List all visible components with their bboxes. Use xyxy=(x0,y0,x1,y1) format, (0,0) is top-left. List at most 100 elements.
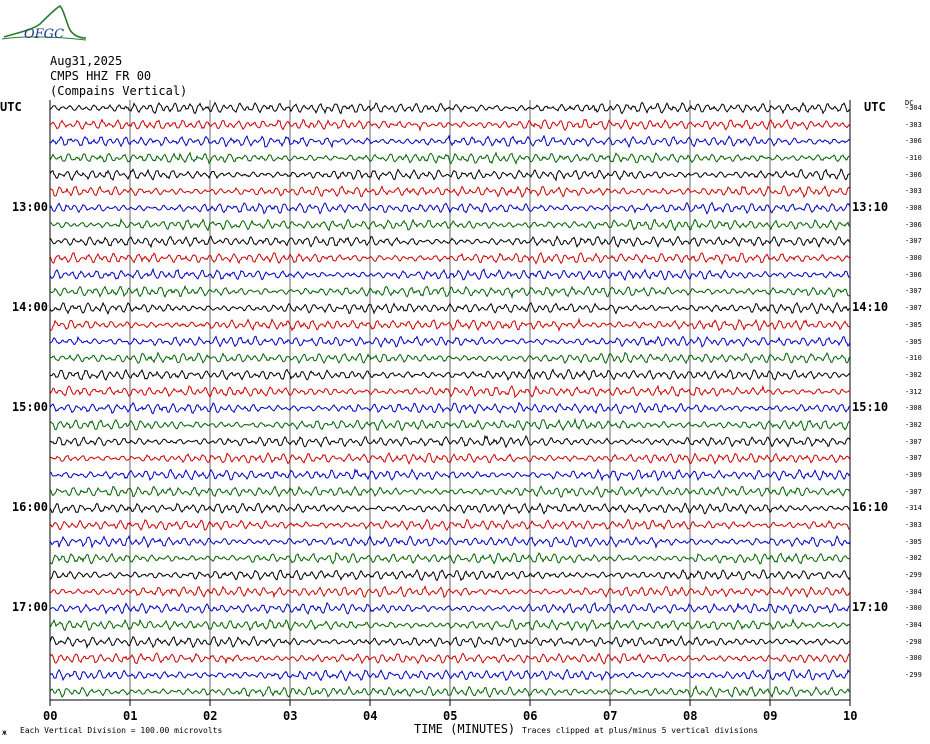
seismic-trace xyxy=(49,168,851,182)
seismic-trace xyxy=(49,235,851,249)
seismic-trace xyxy=(49,368,851,381)
dc-offset-label: -305 xyxy=(905,337,922,346)
dc-offset-label: -304 xyxy=(905,621,922,630)
seismic-trace xyxy=(49,551,851,565)
seismic-trace xyxy=(49,252,851,266)
dc-offset-label: -308 xyxy=(905,404,922,413)
dc-offset-label: -310 xyxy=(905,354,922,363)
dc-offset-label: -300 xyxy=(905,254,922,263)
seismic-trace xyxy=(49,568,851,582)
x-tick-label: 02 xyxy=(203,709,218,723)
dc-header: DC xyxy=(905,99,914,107)
dc-offset-label: -308 xyxy=(905,204,922,213)
seismic-trace xyxy=(49,267,851,281)
seismic-trace xyxy=(49,485,851,498)
dc-offset-label: -314 xyxy=(905,504,922,513)
dc-offset-label: -312 xyxy=(905,387,922,396)
dc-offset-label: -306 xyxy=(905,137,922,146)
left-time-label: 13:00 xyxy=(11,200,48,215)
seismic-trace xyxy=(49,217,851,232)
clip-note: Traces clipped at plus/minus 5 vertical … xyxy=(522,726,759,735)
dc-offset-label: -307 xyxy=(905,237,922,246)
seismic-trace xyxy=(49,151,851,165)
seismic-trace xyxy=(49,184,851,199)
utc-left-label: UTC xyxy=(0,100,22,114)
seismic-trace xyxy=(49,467,851,482)
left-time-label: 17:00 xyxy=(11,600,48,615)
ofgc-logo xyxy=(1,5,87,41)
x-tick-label: 07 xyxy=(603,709,618,723)
seismic-trace xyxy=(49,451,851,465)
dc-offset-label: -302 xyxy=(905,420,922,429)
seismic-trace xyxy=(49,652,851,665)
seismic-trace xyxy=(49,401,851,415)
seismic-trace xyxy=(49,584,851,599)
x-tick-label: 06 xyxy=(523,709,538,723)
seismic-trace xyxy=(49,635,851,650)
dc-offset-label: -305 xyxy=(905,320,922,329)
vertical-division-note: Each Vertical Division = 100.00 microvol… xyxy=(20,726,223,735)
right-time-label: 13:10 xyxy=(852,200,889,215)
x-tick-label: 09 xyxy=(763,709,778,723)
seismic-trace xyxy=(49,601,851,615)
seismic-traces xyxy=(49,101,851,699)
seismic-trace xyxy=(49,502,851,516)
dc-offset-label: -302 xyxy=(905,554,922,563)
dc-offset-label: -306 xyxy=(905,220,922,229)
seismic-trace xyxy=(49,534,851,550)
dc-offset-label: -298 xyxy=(905,637,922,646)
seismic-trace xyxy=(49,434,851,449)
dc-offset-label: -304 xyxy=(905,587,922,596)
header-location: (Compains Vertical) xyxy=(50,84,188,98)
x-tick-label: 05 xyxy=(443,709,458,723)
dc-offset-label: -299 xyxy=(905,671,922,680)
dc-offset-label: -310 xyxy=(905,154,922,163)
seismic-trace xyxy=(49,384,851,399)
utc-right-label: UTC xyxy=(864,100,886,114)
seismic-trace xyxy=(49,201,851,215)
right-time-label: 17:10 xyxy=(852,600,889,615)
x-tick-label: 01 xyxy=(123,709,138,723)
dc-offset-label: -307 xyxy=(905,454,922,463)
left-time-label: 16:00 xyxy=(11,500,48,515)
x-tick-label: 04 xyxy=(363,709,378,723)
seismic-trace xyxy=(49,134,851,149)
dc-offset-label: -305 xyxy=(905,537,922,546)
dc-offset-label: -307 xyxy=(905,437,922,446)
x-axis-ticks xyxy=(49,700,851,706)
seismic-trace xyxy=(49,684,851,699)
dc-offset-label: -300 xyxy=(905,654,922,663)
dc-offset-label: -303 xyxy=(905,187,922,196)
dc-offset-label: -303 xyxy=(905,120,922,129)
header-date: Aug31,2025 xyxy=(50,54,123,68)
dc-offset-label: -299 xyxy=(905,571,922,580)
header-channel: CMPS HHZ FR 00 xyxy=(50,69,152,83)
x-tick-label: 03 xyxy=(283,709,298,723)
dc-offset-label: -306 xyxy=(905,270,922,279)
x-axis-title: TIME (MINUTES) xyxy=(414,722,516,736)
seismic-trace xyxy=(49,301,851,316)
seismic-trace xyxy=(49,417,851,432)
left-time-label: 15:00 xyxy=(11,400,48,415)
seismic-trace xyxy=(49,118,851,132)
seismic-trace xyxy=(49,617,851,633)
seismic-trace xyxy=(49,335,851,349)
dc-offset-label: -306 xyxy=(905,170,922,179)
right-time-label: 14:10 xyxy=(852,300,889,315)
seismic-trace xyxy=(49,101,851,115)
seismic-trace xyxy=(49,668,851,682)
dc-offset-label: -304 xyxy=(905,104,922,112)
left-time-label: 14:00 xyxy=(11,300,48,315)
x-tick-label: 00 xyxy=(43,709,58,723)
dc-offset-label: -303 xyxy=(905,521,922,529)
dc-offset-label: -307 xyxy=(905,287,922,296)
right-time-label: 16:10 xyxy=(852,500,889,515)
seismic-trace xyxy=(49,317,851,332)
seismic-trace xyxy=(49,351,851,365)
seismic-trace xyxy=(49,518,851,531)
dc-offset-label: -309 xyxy=(905,470,922,479)
seismic-trace xyxy=(49,284,851,299)
dc-offset-label: -307 xyxy=(905,304,922,313)
logo-text: OFGC xyxy=(24,27,65,42)
